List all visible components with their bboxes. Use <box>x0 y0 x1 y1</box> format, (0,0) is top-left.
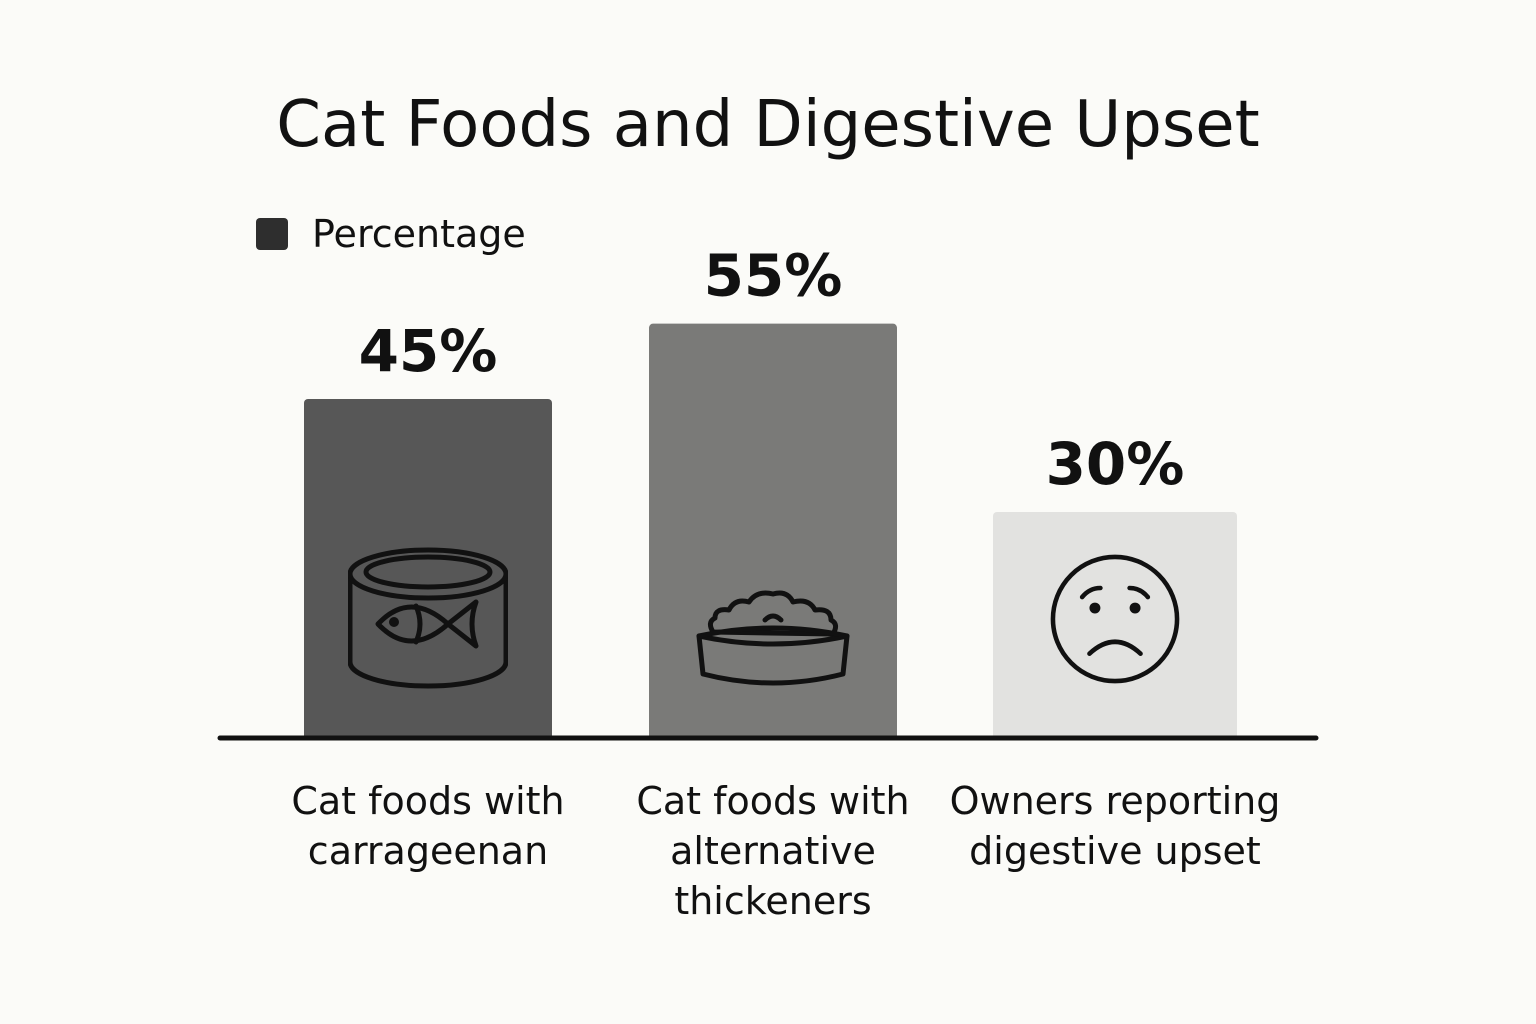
category-label-1: Cat foods with carrageenan <box>291 779 564 873</box>
legend: Percentage <box>256 212 526 256</box>
bar-2 <box>649 323 897 740</box>
bars <box>304 323 1237 740</box>
chart-title: Cat Foods and Digestive Upset <box>276 88 1259 162</box>
category-label-3: Owners reporting digestive upset <box>950 779 1281 873</box>
legend-swatch <box>256 218 288 250</box>
bar-1 <box>304 399 552 740</box>
value-label-1: 45% <box>359 317 498 385</box>
value-label-3: 30% <box>1046 430 1185 498</box>
category-labels: Cat foods with carrageenan Cat foods with a… <box>291 779 1280 923</box>
legend-label: Percentage <box>312 212 526 256</box>
data-labels: 45% 55% 30% <box>359 242 1185 498</box>
value-label-2: 55% <box>704 242 843 310</box>
bar-3 <box>993 512 1237 740</box>
category-label-2: Cat foods with alternative thickeners <box>636 779 909 923</box>
